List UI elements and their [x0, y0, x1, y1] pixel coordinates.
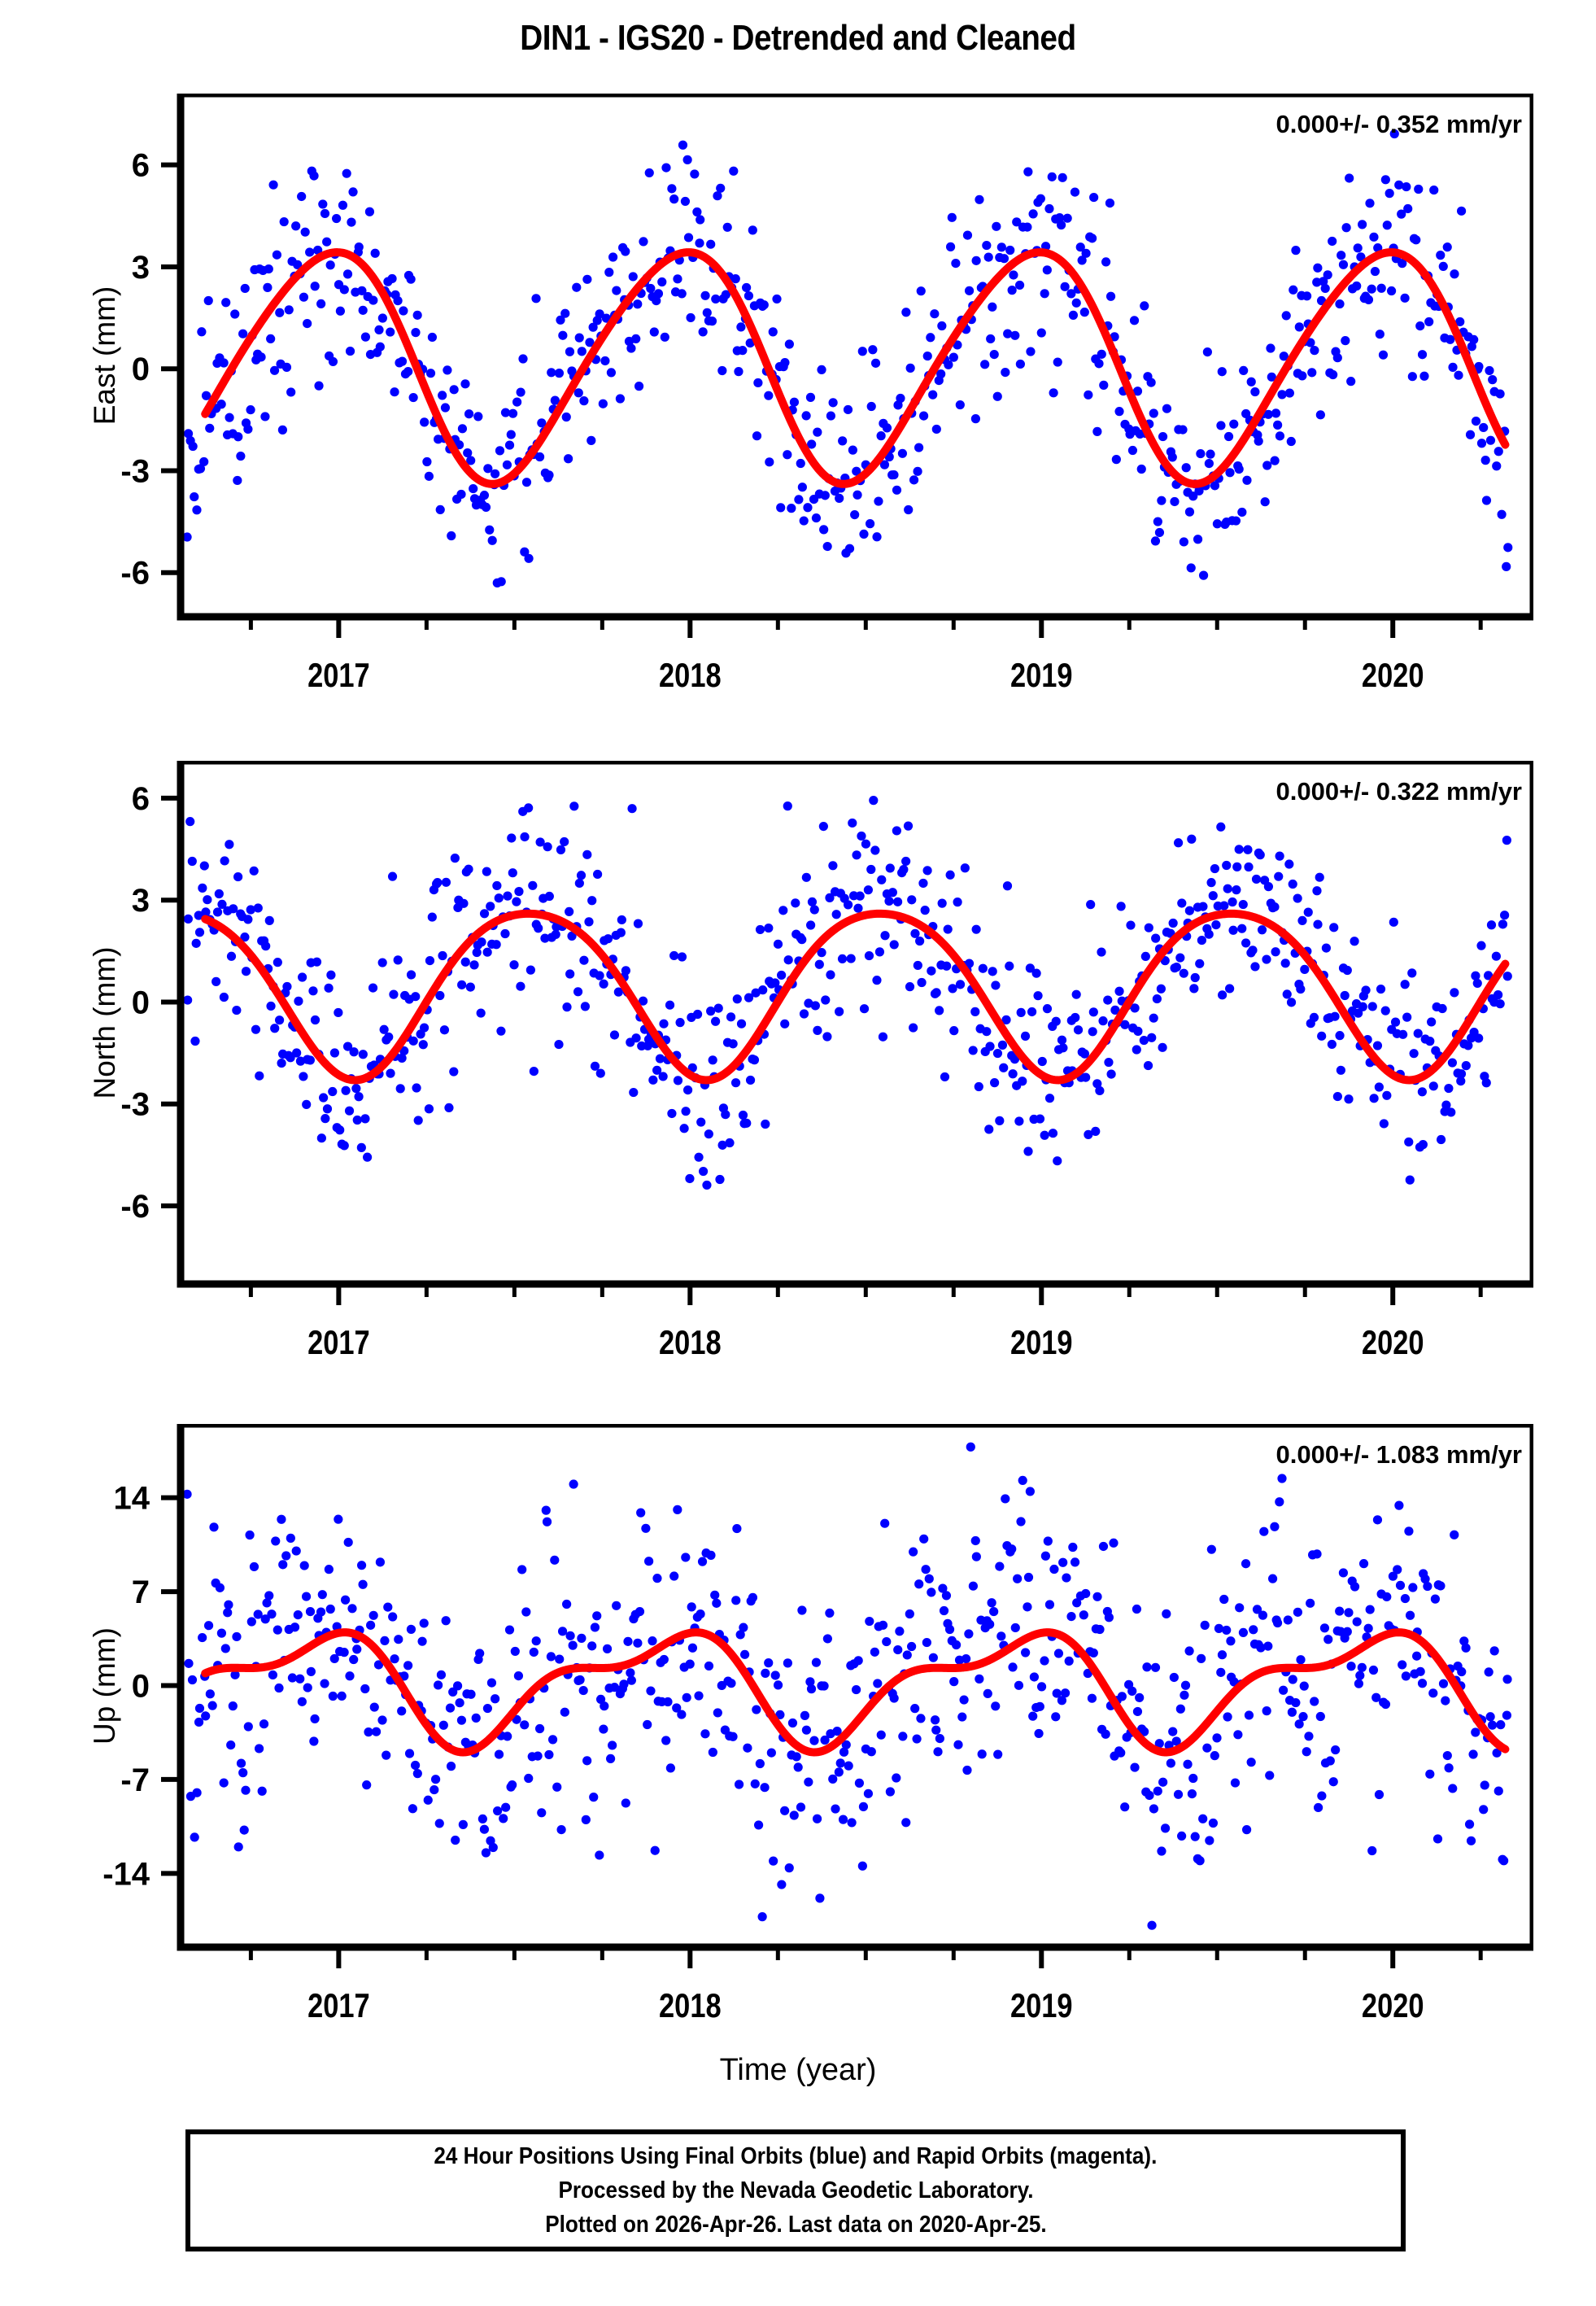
scatter-points [183, 761, 1512, 1190]
data-layer [182, 129, 1513, 587]
y-tick-label: -6 [120, 1189, 150, 1225]
y-tick-label: 14 [114, 1481, 150, 1517]
plot-svg: 6 3 0 -3 -6 2017 2018 2019 2020 0.000+/- 0.322 mm… [120, 761, 1533, 1362]
rate-annotation: 0.000+/- 0.352 mm/yr [1276, 110, 1522, 138]
x-tick-label: 2018 [659, 1987, 722, 2025]
y-tick-label: -3 [120, 1087, 150, 1123]
y-axis-label: East (mm) [88, 286, 121, 425]
y-tick-label: 6 [132, 148, 150, 184]
y-axis-label: Up (mm) [88, 1627, 121, 1745]
x-tick-label: 2018 [659, 657, 722, 695]
y-tick-label: 0 [132, 985, 150, 1020]
y-axis-label: North (mm) [88, 946, 121, 1099]
y-tick-label: 0 [132, 352, 150, 387]
panel-east: 6 3 0 -3 -6 2017 2018 2019 2020 0.000+/- 0.352 mm… [88, 94, 1533, 695]
page-title: DIN1 - IGS20 - Detrended and Cleaned [520, 18, 1076, 58]
panel-up: 14 7 0 -7 -14 2017 2018 2019 2020 0.000+/- 1.083 … [88, 1424, 1533, 2025]
x-tick-label: 2020 [1362, 1987, 1424, 2025]
x-tick-label: 2018 [659, 1324, 722, 1362]
y-tick-label: 6 [132, 781, 150, 817]
y-tick-label: 3 [132, 883, 150, 919]
plot-svg: 14 7 0 -7 -14 2017 2018 2019 2020 0.000+/- 1.083 … [102, 1424, 1533, 2025]
caption-line-2: Processed by the Nevada Geodetic Laborat… [557, 2177, 1034, 2203]
caption-line-1: 24 Hour Positions Using Final Orbits (bl… [434, 2143, 1158, 2169]
trend-line [201, 248, 1510, 488]
caption-box: 24 Hour Positions Using Final Orbits (bl… [185, 2129, 1406, 2251]
y-tick-label: -7 [120, 1762, 150, 1798]
caption-line-3: Plotted on 2026-Apr-26. Last data on 202… [544, 2212, 1047, 2238]
scatter-points [182, 1442, 1512, 1930]
data-layer [182, 1442, 1512, 1930]
panel-north: 6 3 0 -3 -6 2017 2018 2019 2020 0.000+/- 0.322 mm… [88, 761, 1533, 1362]
y-tick-label: 0 [132, 1669, 150, 1705]
y-tick-label: 3 [132, 250, 150, 286]
rate-annotation: 0.000+/- 1.083 mm/yr [1276, 1440, 1522, 1469]
x-axis-title: Time (year) [719, 2053, 877, 2087]
x-tick-label: 2020 [1362, 657, 1424, 695]
y-tick-label: -6 [120, 556, 150, 592]
trend-line [201, 909, 1510, 1085]
plot-frame [177, 94, 1533, 621]
y-tick-label: 7 [132, 1574, 150, 1610]
rate-annotation: 0.000+/- 0.322 mm/yr [1276, 777, 1522, 806]
plot-svg: 6 3 0 -3 -6 2017 2018 2019 2020 0.000+/- 0.352 mm… [120, 94, 1533, 695]
x-tick-label: 2020 [1362, 1324, 1424, 1362]
trend-line [201, 1628, 1510, 1757]
scatter-points [182, 129, 1513, 587]
y-tick-label: -3 [120, 453, 150, 489]
plot-frame [177, 761, 1533, 1288]
data-layer [183, 761, 1512, 1190]
x-tick-label: 2017 [307, 1987, 370, 2025]
x-tick-label: 2019 [1010, 1324, 1073, 1362]
x-tick-label: 2017 [307, 657, 370, 695]
x-tick-label: 2019 [1010, 1987, 1073, 2025]
x-tick-label: 2017 [307, 1324, 370, 1362]
x-tick-label: 2019 [1010, 657, 1073, 695]
y-tick-label: -14 [102, 1856, 150, 1892]
